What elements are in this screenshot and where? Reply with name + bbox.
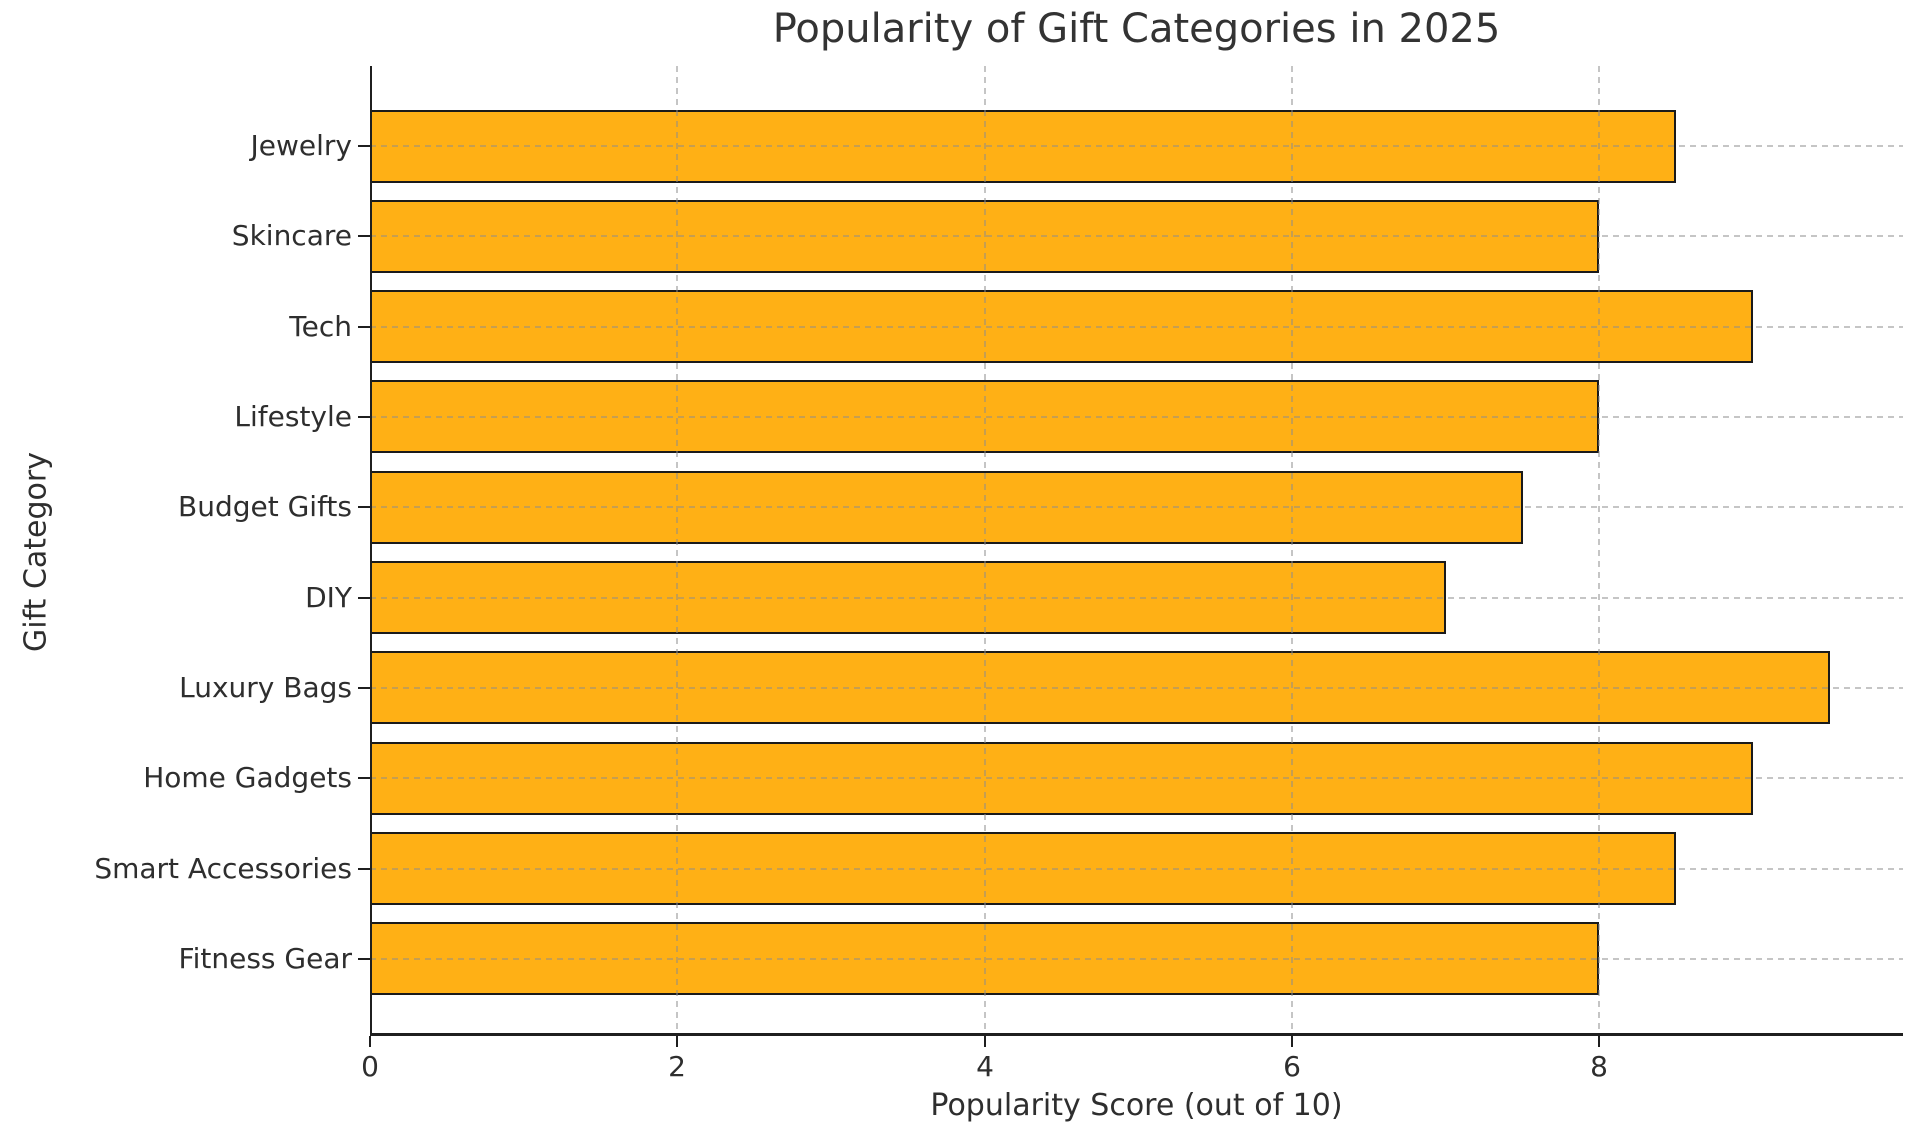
hgridline-tech (370, 326, 1903, 328)
x-tick-mark-6 (1291, 1036, 1293, 1047)
vgridline-2 (676, 66, 678, 1035)
y-tick-mark-jewelry (358, 145, 370, 147)
y-tick-label-tech: Tech (289, 310, 352, 343)
y-tick-label-budget-gifts: Budget Gifts (177, 490, 352, 523)
y-tick-label-home-gadgets: Home Gadgets (143, 761, 352, 794)
y-tick-label-luxury-bags: Luxury Bags (179, 671, 352, 704)
x-tick-label-4: 4 (976, 1050, 994, 1083)
x-tick-mark-8 (1598, 1036, 1600, 1047)
vgridline-8 (1598, 66, 1600, 1035)
y-axis-label: Gift Category (18, 452, 54, 652)
x-tick-label-6: 6 (1283, 1050, 1301, 1083)
x-tick-label-2: 2 (668, 1050, 686, 1083)
x-axis-spine (370, 1033, 1903, 1036)
y-tick-label-skincare: Skincare (231, 219, 352, 252)
hgridline-diy (370, 597, 1903, 599)
y-tick-mark-tech (358, 326, 370, 328)
y-axis-spine (370, 66, 372, 1035)
x-tick-mark-2 (676, 1036, 678, 1047)
y-tick-mark-budget-gifts (358, 506, 370, 508)
x-tick-label-8: 8 (1590, 1050, 1608, 1083)
y-tick-mark-smart-accessories (358, 868, 370, 870)
y-tick-mark-skincare (358, 235, 370, 237)
y-tick-label-jewelry: Jewelry (250, 129, 352, 162)
vgridline-6 (1291, 66, 1293, 1035)
y-tick-mark-luxury-bags (358, 687, 370, 689)
y-tick-label-lifestyle: Lifestyle (234, 400, 352, 433)
x-tick-label-0: 0 (361, 1050, 379, 1083)
hgridline-home-gadgets (370, 777, 1903, 779)
x-axis-label: Popularity Score (out of 10) (930, 1088, 1343, 1123)
y-tick-label-smart-accessories: Smart Accessories (94, 852, 352, 885)
vgridline-4 (984, 66, 986, 1035)
y-tick-mark-fitness-gear (358, 958, 370, 960)
hgridline-lifestyle (370, 416, 1903, 418)
hgridline-smart-accessories (370, 868, 1903, 870)
y-tick-mark-diy (358, 597, 370, 599)
hgridline-fitness-gear (370, 958, 1903, 960)
hgridline-budget-gifts (370, 506, 1903, 508)
y-tick-mark-lifestyle (358, 416, 370, 418)
hgridline-skincare (370, 235, 1903, 237)
x-tick-mark-4 (984, 1036, 986, 1047)
hgridline-luxury-bags (370, 687, 1903, 689)
plot-area (370, 66, 1903, 1036)
x-tick-mark-0 (369, 1036, 371, 1047)
y-tick-mark-home-gadgets (358, 777, 370, 779)
y-tick-label-diy: DIY (305, 581, 352, 614)
y-tick-label-fitness-gear: Fitness Gear (178, 942, 352, 975)
chart-title: Popularity of Gift Categories in 2025 (772, 6, 1501, 52)
hgridline-jewelry (370, 145, 1903, 147)
